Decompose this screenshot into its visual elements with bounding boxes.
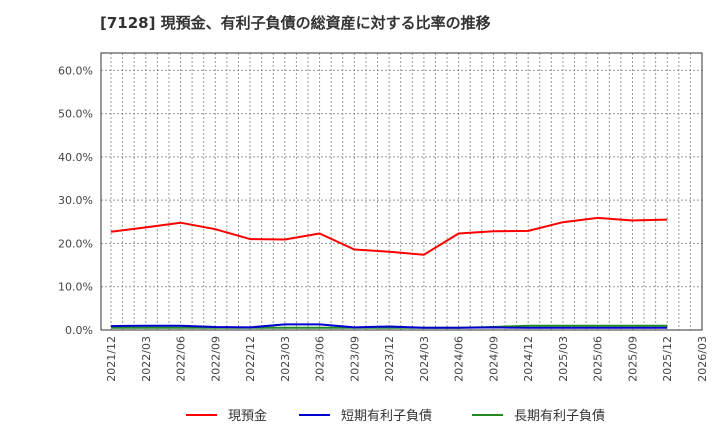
legend-label-short-debt: 短期有利子負債 [341, 409, 433, 424]
x-tick-label: 2023/06 [314, 336, 327, 382]
series-line-0 [110, 216, 668, 256]
legend: 現預金 短期有利子負債 長期有利子負債 [0, 405, 720, 427]
x-tick-label: 2022/09 [209, 336, 222, 382]
x-tick-label: 2025/03 [557, 336, 570, 382]
legend-swatch-cash [186, 413, 217, 416]
chart-title: [7128] 現預金、有利子負債の総資産に対する比率の推移 [100, 14, 491, 32]
series-line-1 [110, 323, 668, 329]
y-tick-label: 0.0% [65, 324, 93, 337]
y-tick-label: 20.0% [58, 237, 93, 250]
plot-frame [100, 52, 703, 331]
x-tick-label: 2024/06 [453, 336, 466, 382]
y-tick-label: 30.0% [58, 194, 93, 207]
y-tick-label: 10.0% [58, 281, 93, 294]
legend-item-long-debt: 長期有利子負債 [472, 405, 605, 424]
legend-label-long-debt: 長期有利子負債 [514, 409, 606, 424]
x-tick-label: 2022/06 [175, 336, 188, 382]
x-tick-label: 2023/12 [383, 336, 396, 382]
y-tick-label: 50.0% [58, 108, 93, 121]
x-tick-label: 2026/03 [696, 336, 709, 382]
plot-area [101, 53, 702, 330]
x-tick-label: 2025/06 [592, 336, 605, 382]
x-tick-label: 2022/03 [140, 336, 153, 382]
legend-swatch-short-debt [299, 413, 330, 416]
x-tick-label: 2021/12 [105, 336, 118, 382]
legend-item-cash: 現預金 [186, 405, 267, 424]
series-line-2 [111, 324, 668, 329]
y-tick-label: 60.0% [58, 64, 93, 77]
y-tick-label: 40.0% [58, 151, 93, 164]
x-tick-label: 2024/09 [487, 336, 500, 382]
x-tick-label: 2025/09 [626, 336, 639, 382]
x-tick-label: 2024/12 [522, 336, 535, 382]
x-tick-label: 2024/03 [418, 336, 431, 382]
legend-label-cash: 現預金 [228, 409, 268, 424]
x-tick-label: 2025/12 [661, 336, 674, 382]
x-tick-label: 2023/09 [348, 336, 361, 382]
legend-item-short-debt: 短期有利子負債 [299, 405, 432, 424]
x-tick-label: 2023/03 [279, 336, 292, 382]
legend-swatch-long-debt [472, 413, 503, 416]
x-tick-label: 2022/12 [244, 336, 257, 382]
